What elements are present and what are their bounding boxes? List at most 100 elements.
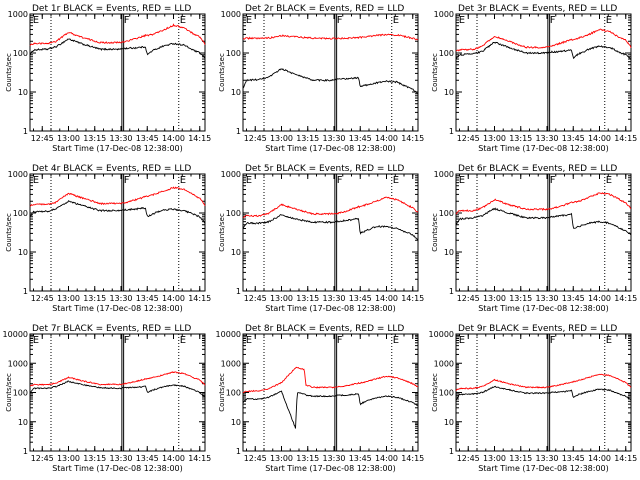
y-tick-label: 100 (13, 49, 28, 58)
plot-frame (455, 13, 632, 132)
y-axis-label: Counts/sec (5, 53, 13, 92)
x-tick-label: 13:15 (83, 294, 106, 303)
y-tick-label: 100 (226, 49, 241, 58)
y-tick-label: 10 (231, 418, 241, 427)
flag-marker: E (459, 175, 465, 186)
x-tick-label: 14:15 (401, 134, 424, 143)
x-tick-label: 13:30 (109, 454, 132, 463)
flag-marker: E (606, 175, 612, 186)
x-tick-label: 13:15 (509, 294, 532, 303)
y-axis-label: Counts/sec (5, 373, 13, 412)
chart-title: Det 9r BLACK = Events, RED = LLD (458, 324, 617, 334)
y-tick-label: 1000 (8, 359, 28, 368)
x-axis-label: Start Time (17-Dec-08 12:38:00) (478, 144, 609, 153)
series-lld-line (29, 186, 206, 207)
flag-marker: E (459, 335, 465, 346)
series-lld-line (455, 28, 632, 52)
x-tick-label: 12:45 (244, 454, 267, 463)
y-tick-label: 10000 (429, 330, 454, 339)
flag-marker: E (393, 15, 399, 26)
series-events-line (242, 213, 419, 241)
x-tick-label: 13:30 (322, 294, 345, 303)
x-tick-label: 13:45 (136, 294, 159, 303)
y-tick-label: 1000 (434, 170, 454, 179)
x-axis-label: Start Time (17-Dec-08 12:38:00) (265, 464, 396, 473)
series-lld-line (29, 23, 206, 46)
x-tick-label: 12:45 (31, 454, 54, 463)
y-tick-label: 100 (439, 49, 454, 58)
flag-marker: E (33, 335, 39, 346)
plot-frame (29, 13, 206, 132)
x-tick-label: 12:45 (244, 134, 267, 143)
panel-det-6: Det 6r BLACK = Events, RED = LLD 1 10 100 10… (431, 164, 637, 313)
flag-marker: E (180, 15, 186, 26)
y-tick-label: 1000 (221, 359, 241, 368)
x-tick-label: 13:45 (136, 454, 159, 463)
x-tick-label: 13:45 (562, 134, 585, 143)
y-tick-label: 10000 (216, 330, 241, 339)
y-tick-label: 1000 (434, 359, 454, 368)
x-tick-label: 14:15 (614, 294, 637, 303)
y-axis-label: Counts/sec (431, 373, 439, 412)
y-tick-label: 10 (444, 88, 454, 97)
plot-frame (242, 13, 419, 132)
x-tick-label: 12:45 (457, 294, 480, 303)
x-tick-label: 13:45 (562, 454, 585, 463)
flag-marker: E (246, 15, 252, 26)
flag-marker: E (180, 335, 186, 346)
series-events-line (455, 41, 632, 60)
flag-marker: E (606, 15, 612, 26)
y-tick-label: 10 (18, 248, 28, 257)
chart-title: Det 2r BLACK = Events, RED = LLD (245, 4, 404, 14)
x-axis-label: Start Time (17-Dec-08 12:38:00) (265, 304, 396, 313)
x-tick-label: 13:45 (349, 454, 372, 463)
y-axis-label: Counts/sec (218, 53, 226, 92)
x-tick-label: 13:15 (296, 134, 319, 143)
y-tick-label: 1 (23, 127, 28, 136)
x-tick-label: 13:45 (349, 294, 372, 303)
flag-marker: F (124, 15, 130, 26)
x-tick-label: 14:00 (162, 294, 185, 303)
x-tick-label: 14:15 (614, 454, 637, 463)
x-tick-label: 13:30 (109, 134, 132, 143)
x-tick-label: 14:00 (588, 134, 611, 143)
y-tick-label: 1 (236, 127, 241, 136)
y-axis-label: Counts/sec (5, 213, 13, 252)
panel-det-1: Det 1r BLACK = Events, RED = LLD 1 10 100 10… (5, 4, 211, 153)
y-tick-label: 1 (449, 127, 454, 136)
x-tick-label: 14:00 (375, 134, 398, 143)
flag-marker: F (550, 15, 556, 26)
chart-title: Det 7r BLACK = Events, RED = LLD (32, 324, 191, 334)
series-events-line (455, 385, 632, 401)
chart-title: Det 3r BLACK = Events, RED = LLD (458, 4, 617, 14)
x-tick-label: 14:15 (401, 454, 424, 463)
x-axis-label: Start Time (17-Dec-08 12:38:00) (52, 304, 183, 313)
series-events-line (29, 200, 206, 224)
x-tick-label: 13:15 (509, 454, 532, 463)
y-tick-label: 1000 (221, 10, 241, 19)
x-tick-label: 13:30 (109, 294, 132, 303)
x-tick-label: 14:15 (188, 294, 211, 303)
flag-marker: E (180, 175, 186, 186)
y-tick-label: 10 (18, 88, 28, 97)
x-tick-label: 14:00 (162, 454, 185, 463)
plot-frame (242, 173, 419, 292)
flag-marker: E (393, 175, 399, 186)
x-tick-label: 13:15 (83, 454, 106, 463)
x-tick-label: 13:15 (296, 454, 319, 463)
flag-marker: E (393, 335, 399, 346)
x-tick-label: 14:15 (188, 454, 211, 463)
x-axis-label: Start Time (17-Dec-08 12:38:00) (478, 464, 609, 473)
x-tick-label: 14:00 (588, 294, 611, 303)
y-tick-label: 1 (23, 447, 28, 456)
x-tick-label: 14:00 (375, 454, 398, 463)
series-events-line (29, 38, 206, 59)
x-axis-label: Start Time (17-Dec-08 12:38:00) (52, 144, 183, 153)
x-axis-label: Start Time (17-Dec-08 12:38:00) (265, 144, 396, 153)
y-tick-label: 1 (236, 287, 241, 296)
panel-det-3: Det 3r BLACK = Events, RED = LLD 1 10 100 10… (431, 4, 637, 153)
x-tick-label: 13:00 (270, 454, 293, 463)
x-tick-label: 14:15 (401, 294, 424, 303)
y-tick-label: 10000 (3, 330, 28, 339)
x-tick-label: 13:00 (483, 454, 506, 463)
